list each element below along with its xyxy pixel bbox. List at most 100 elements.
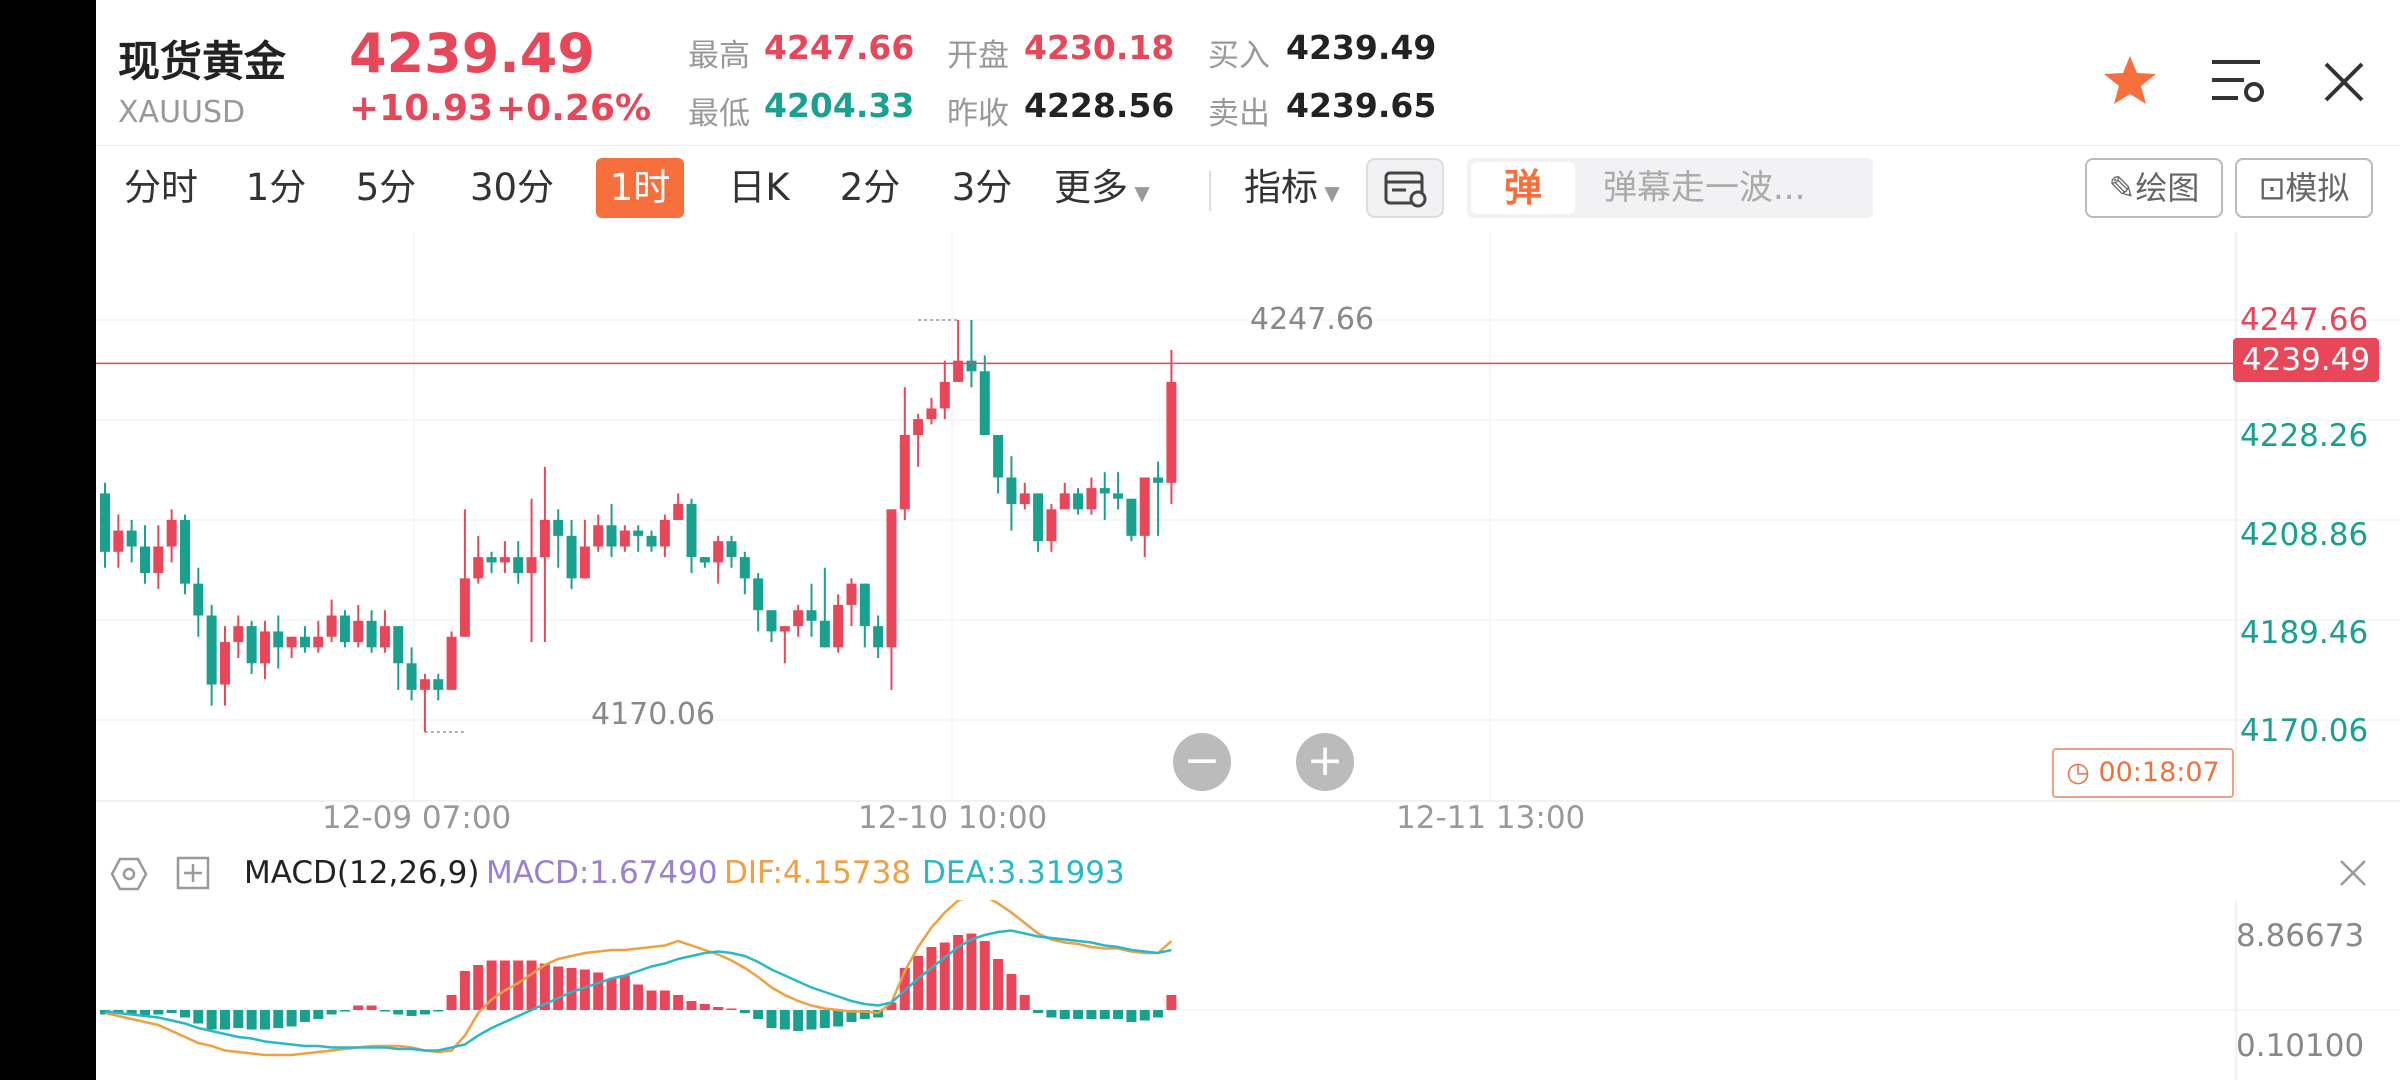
- candle-body: [606, 525, 617, 547]
- macd-bar: [779, 1010, 790, 1030]
- x-tick-label: 12-10 10:00: [858, 800, 1048, 836]
- candle-body: [913, 419, 924, 435]
- macd-bar: [646, 990, 657, 1010]
- star-icon[interactable]: [2100, 52, 2160, 108]
- macd-bar: [619, 975, 630, 1010]
- macd-bar: [913, 956, 924, 1010]
- add-indicator-icon[interactable]: [176, 856, 210, 890]
- candle-body: [593, 525, 604, 547]
- macd-bar: [513, 960, 524, 1010]
- macd-bar: [166, 1010, 177, 1013]
- macd-bar: [1019, 995, 1030, 1010]
- tab-more[interactable]: 更多 ▼: [1054, 158, 1158, 218]
- zoom-out-button[interactable]: −: [1173, 733, 1231, 791]
- candle-body: [966, 360, 977, 372]
- candle-body: [993, 434, 1004, 478]
- indicator-settings-icon[interactable]: [1366, 158, 1444, 218]
- y-tick-label: 4208.86: [2240, 517, 2369, 553]
- candle-body: [753, 578, 764, 611]
- candle-body: [526, 557, 537, 574]
- stat-value-prev-close: 4228.56: [1024, 86, 1175, 125]
- macd-bar: [806, 1010, 817, 1030]
- tab-1hour[interactable]: 1时: [596, 158, 684, 218]
- tab-5min[interactable]: 5分: [355, 166, 417, 209]
- high-price-label: 4247.66: [1250, 302, 1375, 337]
- candle-body: [366, 620, 377, 648]
- macd-bar: [526, 960, 537, 1010]
- candle-body: [1006, 477, 1017, 505]
- macd-bar: [766, 1010, 777, 1028]
- macd-axis-min: 0.10100: [2236, 1028, 2365, 1064]
- candle-body: [766, 610, 777, 632]
- stat-value-low: 4204.33: [764, 86, 915, 125]
- macd-bar: [953, 935, 964, 1010]
- candle-body: [553, 519, 564, 536]
- draw-button[interactable]: ✎绘图: [2085, 158, 2223, 218]
- candle-body: [713, 541, 724, 563]
- stat-value-open: 4230.18: [1024, 28, 1175, 67]
- tab-2min[interactable]: 2分: [839, 166, 901, 209]
- macd-bar: [739, 1010, 750, 1013]
- macd-bar: [473, 965, 484, 1010]
- y-tick-label: 4170.06: [2240, 713, 2369, 749]
- macd-bar: [1113, 1010, 1124, 1019]
- macd-bar: [1006, 974, 1017, 1010]
- stat-label-low: 最低: [688, 96, 750, 132]
- macd-bar: [379, 1010, 390, 1012]
- macd-chart[interactable]: [96, 900, 2400, 1080]
- candlestick-chart[interactable]: [96, 232, 2400, 802]
- tab-timeshare[interactable]: 分时: [124, 166, 198, 209]
- dif-line: [104, 900, 1173, 1057]
- candle-body: [939, 381, 950, 409]
- candle-body: [433, 679, 444, 690]
- simulate-button-label: 模拟: [2285, 169, 2350, 207]
- interval-tab-bar: 分时 1分 5分 30分 1时 日K 2分 3分 更多 ▼ 指标 ▼ 弹 弹幕走…: [96, 145, 2400, 231]
- x-tick-label: 12-11 13:00: [1396, 800, 1586, 836]
- macd-bar: [1126, 1010, 1137, 1022]
- candle-body: [299, 636, 310, 648]
- candle-body: [1139, 477, 1150, 536]
- danmu-badge[interactable]: 弹: [1471, 162, 1575, 214]
- macd-bar: [886, 1002, 897, 1010]
- close-macd-icon[interactable]: [2338, 858, 2368, 888]
- candle-body: [539, 519, 550, 558]
- clock-icon: ◷: [2066, 757, 2099, 788]
- simulate-button[interactable]: ⊡模拟: [2235, 158, 2373, 218]
- tab-daily[interactable]: 日K: [728, 166, 790, 209]
- filter-list-icon[interactable]: [2208, 56, 2268, 106]
- quote-app: 现货黄金 XAUUSD 4239.49 +10.93 +0.26% 最高 424…: [96, 0, 2400, 1080]
- price-change-percent: +0.26%: [496, 88, 652, 129]
- instrument-title: 现货黄金: [118, 37, 287, 86]
- macd-bar: [233, 1010, 244, 1028]
- countdown-value: 00:18:07: [2098, 757, 2220, 788]
- dea-value: DEA:3.31993: [922, 855, 1125, 891]
- macd-bar: [1153, 1010, 1164, 1018]
- macd-bar: [793, 1010, 804, 1031]
- candle-body: [499, 557, 510, 563]
- settings-hexagon-icon[interactable]: [110, 855, 148, 893]
- tab-30min[interactable]: 30分: [469, 166, 555, 209]
- zoom-in-button[interactable]: +: [1296, 733, 1354, 791]
- candle-body: [219, 642, 230, 685]
- tab-3min[interactable]: 3分: [951, 166, 1013, 209]
- macd-bar: [193, 1010, 204, 1024]
- candle-body: [793, 610, 804, 627]
- macd-bar: [406, 1010, 417, 1016]
- candle-body: [326, 615, 337, 637]
- macd-bar: [326, 1010, 337, 1015]
- stat-label-high: 最高: [688, 38, 750, 74]
- macd-bar: [313, 1010, 324, 1019]
- macd-bar: [579, 969, 590, 1010]
- macd-bar: [206, 1010, 217, 1030]
- macd-bar: [926, 947, 937, 1010]
- macd-bar: [126, 1010, 137, 1015]
- tab-1min[interactable]: 1分: [245, 166, 307, 209]
- candle-body: [419, 679, 430, 690]
- dif-value: DIF:4.15738: [724, 855, 912, 891]
- candle-body: [673, 504, 684, 520]
- close-icon[interactable]: [2322, 60, 2366, 104]
- candle-body: [739, 557, 750, 579]
- danmu-input-box[interactable]: 弹 弹幕走一波...: [1467, 158, 1873, 218]
- macd-bar: [593, 972, 604, 1010]
- indicator-dropdown[interactable]: 指标 ▼: [1244, 158, 1354, 218]
